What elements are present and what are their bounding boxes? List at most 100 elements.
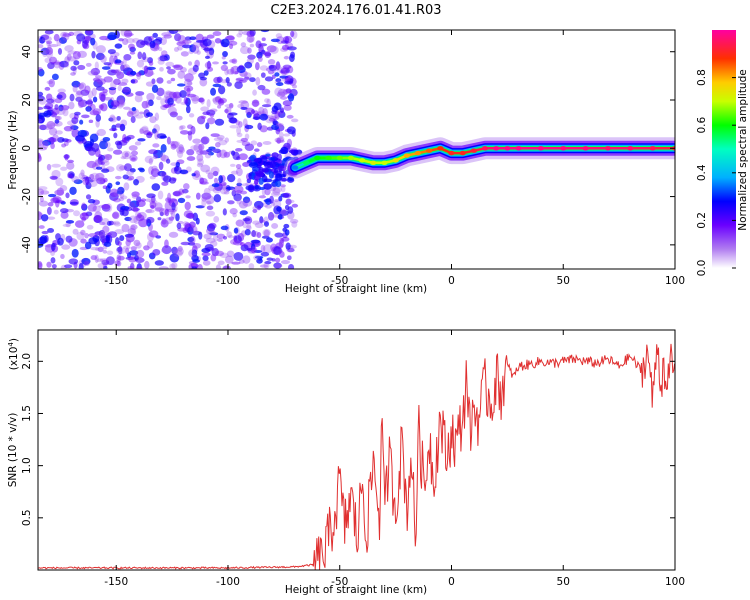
noise-speckle (99, 221, 106, 226)
noise-speckle (109, 188, 119, 198)
noise-speckle (278, 239, 284, 248)
noise-speckle (268, 171, 274, 179)
noise-speckle (242, 217, 251, 222)
noise-speckle (61, 143, 67, 148)
noise-speckle (274, 87, 283, 97)
noise-speckle (123, 182, 130, 191)
bottom-plot-frame (37, 329, 676, 571)
noise-speckle (176, 41, 187, 47)
noise-speckle (252, 208, 258, 214)
noise-speckle (81, 40, 88, 49)
noise-speckle (96, 45, 106, 54)
noise-speckle (130, 224, 138, 230)
noise-speckle (59, 60, 69, 68)
noise-speckle (44, 86, 51, 91)
noise-speckle (203, 187, 211, 197)
noise-speckle (260, 251, 270, 257)
noise-speckle (116, 247, 126, 255)
noise-speckle (277, 88, 288, 97)
noise-speckle (178, 188, 185, 195)
y-tick-label: 1.5 (21, 405, 33, 422)
noise-speckle (120, 205, 130, 211)
noise-speckle (100, 161, 105, 165)
ridge-point (582, 146, 589, 151)
noise-speckle (139, 126, 149, 134)
noise-speckle (121, 78, 129, 84)
noise-speckle (120, 64, 125, 72)
noise-speckle (38, 152, 41, 159)
noise-speckle (164, 217, 173, 225)
noise-speckle (247, 47, 252, 54)
noise-speckle (236, 198, 242, 205)
noise-speckle (286, 199, 295, 204)
noise-speckle (60, 31, 67, 38)
noise-speckle (247, 184, 255, 193)
noise-speckle (70, 72, 76, 76)
noise-speckle (208, 222, 217, 229)
noise-speckle (85, 62, 92, 67)
noise-speckle (271, 109, 278, 115)
noise-speckle (67, 173, 73, 179)
noise-speckle (152, 154, 159, 160)
noise-speckle (121, 87, 130, 93)
noise-speckle (257, 84, 266, 91)
noise-speckle (73, 210, 81, 217)
noise-speckle (39, 36, 46, 44)
noise-speckle (168, 231, 179, 238)
y-tick-label: 40 (21, 45, 33, 58)
noise-speckle (214, 118, 225, 126)
noise-speckle (276, 137, 282, 144)
spectrogram-heatmap (38, 30, 675, 269)
noise-speckle (248, 36, 254, 43)
noise-speckle (279, 251, 285, 258)
noise-speckle (202, 38, 212, 47)
noise-speckle (167, 97, 174, 106)
noise-speckle (224, 137, 230, 143)
noise-speckle (116, 141, 123, 150)
noise-speckle (258, 195, 267, 199)
noise-speckle (115, 175, 122, 180)
noise-speckle (231, 261, 241, 265)
noise-speckle (135, 91, 145, 96)
noise-speckle (105, 256, 115, 266)
noise-speckle (213, 194, 222, 203)
noise-speckle (41, 35, 52, 42)
noise-speckle (90, 67, 101, 76)
noise-speckle (264, 51, 271, 59)
noise-speckle (161, 171, 166, 177)
noise-speckle (152, 143, 160, 148)
noise-speckle (71, 80, 81, 88)
noise-speckle (164, 208, 170, 217)
noise-speckle (108, 87, 117, 91)
noise-speckle (136, 213, 142, 219)
noise-speckle (197, 263, 203, 269)
noise-speckle (39, 124, 47, 131)
noise-speckle (49, 175, 58, 180)
noise-speckle (136, 59, 145, 68)
noise-speckle (256, 205, 262, 211)
noise-speckle (156, 87, 165, 97)
noise-speckle (177, 149, 184, 159)
noise-speckle (103, 177, 108, 183)
noise-speckle (101, 204, 111, 210)
ridge-point (314, 155, 321, 161)
noise-speckle (47, 62, 55, 70)
noise-speckle (208, 230, 217, 236)
noise-speckle (237, 178, 242, 185)
noise-speckle (211, 183, 220, 188)
noise-speckle (135, 214, 145, 222)
noise-speckle (107, 182, 113, 189)
noise-speckle (252, 220, 260, 225)
noise-speckle (184, 222, 191, 228)
colorbar-tick-label: 0.8 (696, 69, 708, 86)
noise-speckle (199, 150, 210, 155)
noise-speckle (222, 61, 228, 65)
noise-speckle (284, 80, 294, 85)
noise-speckle (81, 138, 87, 145)
noise-speckle (54, 119, 60, 124)
noise-speckle (207, 117, 216, 125)
noise-speckle (243, 76, 250, 81)
bottom-y-axis: 0.5 1.0 1.5 2.0 (21, 353, 675, 526)
noise-speckle (41, 214, 49, 222)
noise-speckle (254, 171, 264, 176)
